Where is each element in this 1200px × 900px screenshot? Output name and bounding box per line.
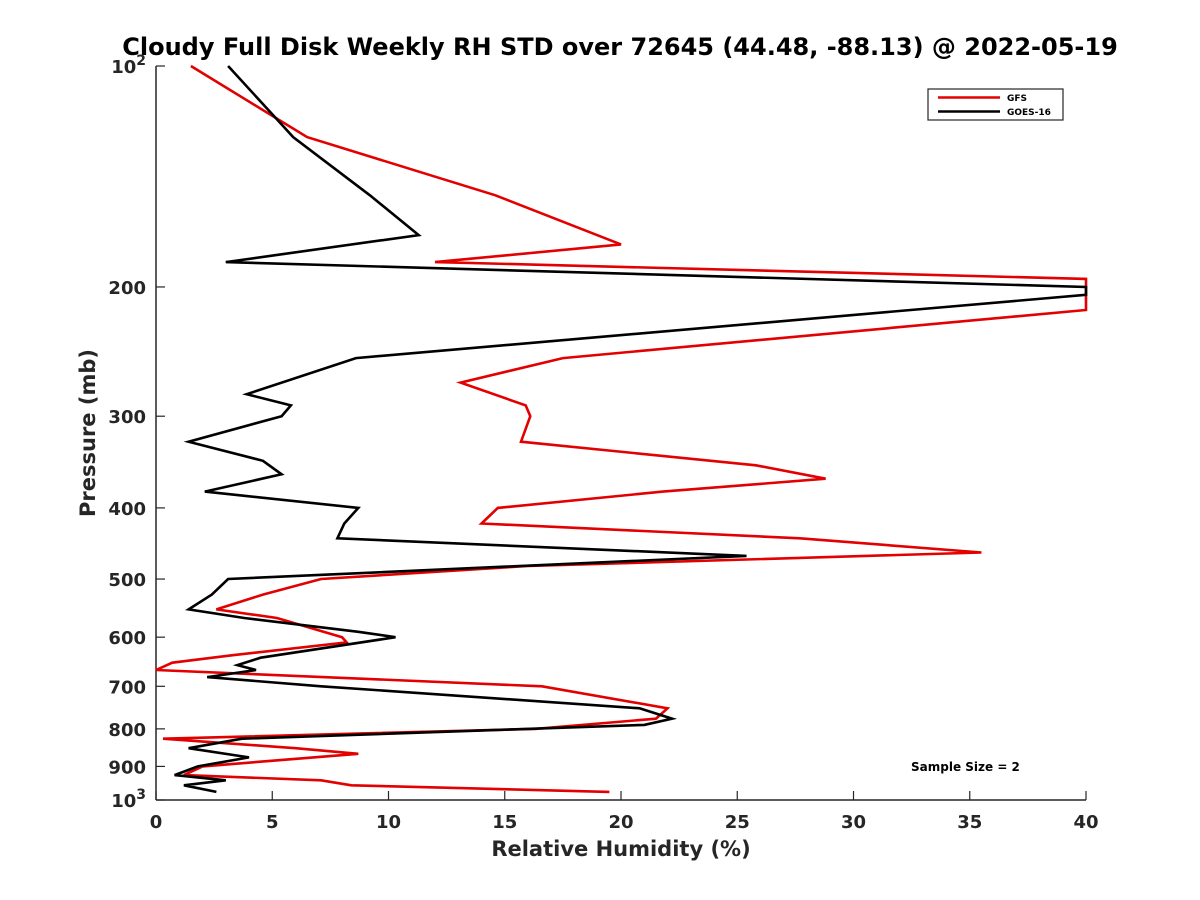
y-tick-label: 300 bbox=[108, 407, 146, 428]
x-tick-label: 15 bbox=[492, 812, 517, 833]
y-axis-label: Pressure (mb) bbox=[76, 349, 100, 517]
plot-area: 0 5 10 15 20 25 30 35 40 102 200 300 400 500 600 700 80… bbox=[108, 53, 1098, 833]
sample-size-annotation: Sample Size = 2 bbox=[911, 760, 1020, 774]
x-tick-label: 40 bbox=[1073, 812, 1098, 833]
x-tick-label: 25 bbox=[725, 812, 750, 833]
y-tick-label: 500 bbox=[108, 570, 146, 591]
legend-label-gfs: GFS bbox=[1007, 94, 1027, 104]
series-line-gfs bbox=[155, 64, 1088, 794]
legend-box bbox=[927, 88, 1064, 121]
x-tick-label: 35 bbox=[957, 812, 982, 833]
y-tick-label: 400 bbox=[108, 499, 146, 520]
x-tick-label: 5 bbox=[266, 812, 279, 833]
series-line-goes16 bbox=[174, 65, 1088, 794]
series-layer bbox=[155, 64, 1088, 794]
axes-box bbox=[156, 66, 1086, 800]
chart-title: Cloudy Full Disk Weekly RH STD over 7264… bbox=[122, 33, 1118, 61]
y-tick-layer: 102 200 300 400 500 600 700 800 900 103 bbox=[108, 53, 165, 812]
y-tick-label: 200 bbox=[108, 278, 146, 299]
y-tick-label: 700 bbox=[108, 677, 146, 698]
legend-label-goes16: GOES-16 bbox=[1007, 108, 1051, 118]
y-tick-label: 102 bbox=[111, 53, 146, 78]
x-tick-label: 30 bbox=[841, 812, 866, 833]
x-tick-label: 10 bbox=[376, 812, 401, 833]
x-tick-label: 20 bbox=[608, 812, 633, 833]
x-axis-label: Relative Humidity (%) bbox=[491, 837, 750, 861]
y-tick-label: 600 bbox=[108, 628, 146, 649]
y-tick-label: 900 bbox=[108, 757, 146, 778]
x-tick-layer: 0 5 10 15 20 25 30 35 40 bbox=[150, 791, 1099, 833]
y-tick-label: 800 bbox=[108, 720, 146, 741]
y-tick-label: 103 bbox=[111, 787, 146, 812]
legend: GFS GOES-16 bbox=[927, 88, 1064, 121]
x-tick-label: 0 bbox=[150, 812, 163, 833]
